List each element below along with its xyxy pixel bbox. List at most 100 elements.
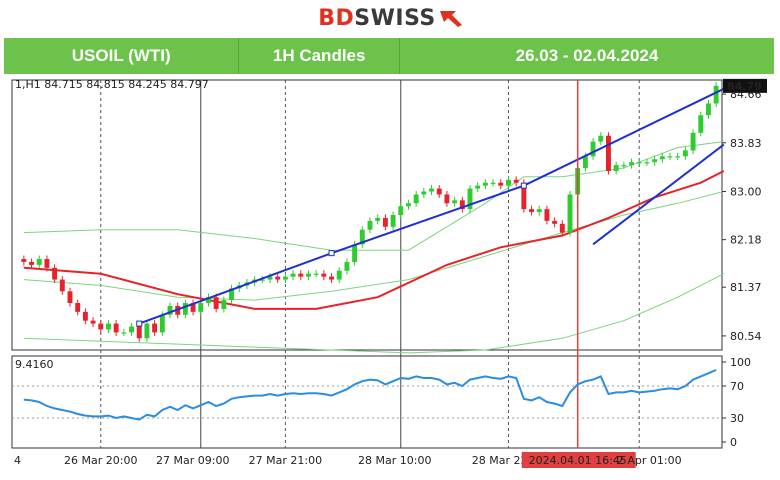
- candle-body: [498, 182, 504, 186]
- candle-body: [382, 217, 388, 227]
- price-axis-label: 83.83: [730, 137, 762, 150]
- candle-body: [406, 203, 411, 207]
- candle-body: [113, 323, 119, 333]
- candle-body: [613, 165, 619, 171]
- instrument-label: USOIL (WTI): [4, 38, 240, 74]
- candle-body: [698, 115, 704, 133]
- candle-body: [221, 300, 227, 309]
- candle-body: [129, 326, 134, 333]
- lower-trendline: [592, 143, 725, 246]
- candle-body: [475, 185, 481, 189]
- rsi-axis-label: 0: [730, 436, 737, 449]
- upper-trendline: [138, 87, 725, 325]
- candle-body: [552, 220, 558, 224]
- x-axis-label: 27 Mar 09:00: [156, 454, 229, 467]
- candle-body: [598, 135, 604, 142]
- candle-body: [529, 209, 534, 213]
- candle-body: [521, 182, 527, 210]
- candle-body: [321, 273, 327, 277]
- candle-body: [206, 297, 211, 304]
- x-axis-label: 27 Mar 21:00: [249, 454, 322, 467]
- candle-body: [182, 303, 188, 315]
- price-chart: 1,H1 84.715 84.815 84.245 84.79784.6683.…: [11, 78, 767, 468]
- candle-body: [82, 311, 88, 321]
- candle-body: [152, 323, 158, 333]
- candle-body: [36, 259, 42, 265]
- candle-body: [298, 273, 304, 277]
- candle-body: [213, 297, 219, 309]
- last-price-box: [723, 78, 767, 93]
- candle-body: [652, 159, 658, 163]
- candle-body: [290, 273, 296, 277]
- candle-body: [313, 273, 319, 275]
- price-axis-label: 81.37: [730, 281, 762, 294]
- candle-body: [667, 156, 673, 158]
- candle-body: [21, 259, 27, 262]
- candle-body: [259, 279, 265, 281]
- rsi-line: [23, 369, 717, 421]
- band-middle-line: [23, 191, 724, 301]
- candle-body: [544, 209, 550, 221]
- rsi-axis-label: 70: [730, 380, 744, 393]
- candle-body: [413, 194, 419, 204]
- candle-body: [52, 267, 58, 280]
- brand-name-bd: BD: [318, 5, 355, 31]
- candle-body: [621, 165, 627, 167]
- candle-body: [44, 259, 50, 268]
- candle-body: [567, 194, 573, 233]
- brand-name-swiss: SWISS: [354, 5, 436, 31]
- last-price-label: 84.79: [727, 80, 762, 93]
- candle-body: [67, 291, 73, 304]
- candle-body: [75, 303, 81, 312]
- candle-body: [282, 276, 288, 280]
- candle-body: [336, 270, 342, 280]
- candle-body: [629, 162, 634, 166]
- candle-body: [106, 323, 111, 330]
- candle-body: [375, 217, 381, 221]
- candle-body: [390, 215, 396, 227]
- candle-body: [190, 303, 196, 312]
- x-axis-label: 2 Apr 01:00: [617, 454, 682, 467]
- candle-body: [29, 261, 34, 265]
- x-axis-highlight-label: 2024.04.01 16:45: [529, 454, 627, 467]
- candle-body: [198, 303, 204, 312]
- candle-body: [682, 150, 688, 157]
- candle-body: [490, 182, 496, 184]
- candle-body: [536, 209, 542, 213]
- candle-body: [121, 332, 127, 334]
- candle-body: [367, 220, 373, 230]
- price-axis-label: 82.18: [730, 234, 762, 247]
- rsi-axis-label: 100: [730, 356, 751, 369]
- candle-body: [559, 223, 565, 233]
- chart-header: USOIL (WTI) 1H Candles 26.03 - 02.04.202…: [4, 38, 774, 74]
- brand-logo: BDSWISS: [0, 0, 780, 36]
- candle-body: [267, 276, 273, 280]
- rsi-axis-label: 30: [730, 412, 744, 425]
- candle-body: [275, 276, 281, 280]
- candle-body: [436, 188, 442, 195]
- candle-body: [167, 305, 173, 315]
- candle-body: [582, 156, 588, 169]
- x-axis-label: 26 Mar 20:00: [64, 454, 137, 467]
- candle-body: [713, 85, 719, 104]
- candle-body: [636, 162, 642, 164]
- candle-body: [98, 323, 104, 330]
- candle-body: [398, 206, 404, 215]
- timeframe-label: 1H Candles: [239, 38, 400, 74]
- candle-body: [144, 323, 150, 339]
- price-axis-label: 83.00: [730, 186, 762, 199]
- candle-body: [690, 132, 696, 151]
- candle-body: [421, 191, 427, 195]
- rsi-panel-frame: [11, 355, 723, 449]
- candle-body: [659, 156, 665, 160]
- candle-body: [513, 179, 519, 183]
- candle-body: [306, 273, 311, 277]
- candle-body: [352, 244, 358, 262]
- trendline-anchor: [328, 250, 335, 257]
- brand-arrow-icon: [439, 11, 462, 27]
- trendline-anchor: [136, 320, 143, 327]
- candle-body: [329, 276, 334, 280]
- candle-body: [344, 261, 350, 271]
- price-panel-frame: [11, 79, 723, 351]
- candle-body: [159, 314, 165, 333]
